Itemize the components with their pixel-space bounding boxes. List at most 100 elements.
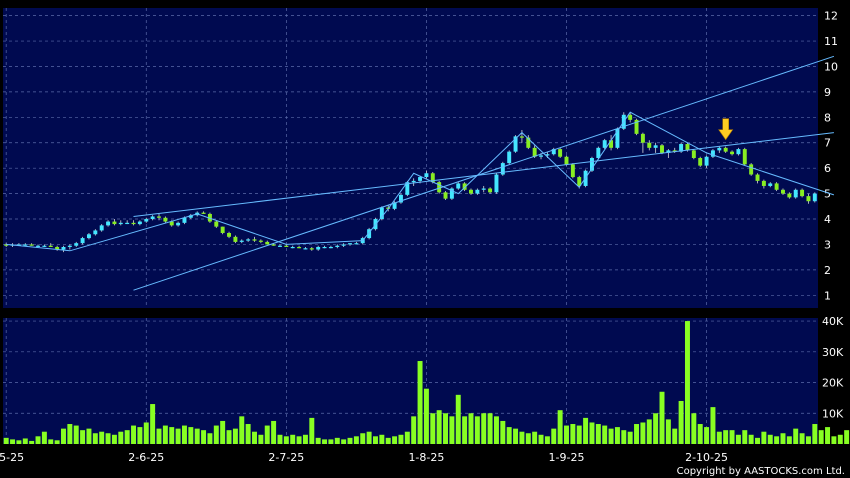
candle-body [488,188,493,193]
volume-bar [258,434,264,444]
candle-body [462,183,467,190]
volume-bar [455,394,461,444]
candle-body [150,216,155,220]
candle-body [666,150,671,153]
volume-bar [691,413,697,444]
volume-bar [252,431,257,444]
volume-bar [385,437,391,444]
trend-line [133,132,834,217]
candle-body [494,174,499,193]
volume-bar [589,422,595,444]
candle-body [182,217,187,223]
volume-bar [831,436,837,444]
volume-bar [525,433,531,444]
candle-body [577,177,582,186]
candle-body [589,158,594,171]
candle-body [316,246,321,250]
price-tick-label: 12 [824,10,838,23]
volume-bar [411,416,417,444]
candle-body [239,240,244,242]
volume-bar [449,416,455,444]
volume-bar [283,436,289,444]
trend-line [6,111,835,252]
candle-body [252,239,257,241]
price-tick-label: 10 [824,60,838,73]
volume-bar [48,439,54,444]
volume-bar [729,430,735,444]
candle-body [405,182,410,195]
volume-bar [423,388,429,444]
volume-bar [684,321,690,444]
candle-body [609,140,614,148]
candle-body [29,244,34,246]
candle-body [144,219,149,222]
candle-body [723,147,728,152]
price-tick-label: 3 [824,238,831,251]
candle-body [392,202,397,209]
price-tick-label: 5 [824,188,831,201]
candle-body [570,164,575,178]
volume-bar [493,416,499,444]
volume-bar [697,424,703,444]
volume-bar [131,425,137,444]
volume-tick-label: 20K [822,377,844,390]
volume-tick-label: 40K [822,315,844,328]
price-tick-label: 4 [824,213,831,226]
volume-bar [767,434,773,444]
candle-body [233,236,238,242]
candle-body [125,222,130,225]
candle-body [698,158,703,166]
trend-lines [6,55,835,291]
price-tick-label: 6 [824,162,831,175]
volume-bar [207,433,213,444]
candle-body [812,193,817,202]
candle-body [169,221,174,226]
volume-bar [519,431,525,444]
candle-body [214,221,219,227]
volume-bar [309,417,315,444]
volume-bar [506,427,512,444]
candle-body [564,156,569,165]
volume-panel: 10K 20K 30K 40K [3,315,850,444]
volume-bar [16,440,22,444]
candle-body [246,239,251,241]
candle-body [653,145,658,148]
candle-body [265,241,270,245]
x-tick-label: 2-7-25 [268,451,304,464]
volume-bar [334,437,340,444]
volume-bar [774,436,780,444]
candle-body [4,244,9,246]
candle-body [755,174,760,181]
volume-bar [755,437,760,444]
candle-body [545,154,550,156]
volume-bar [105,433,111,444]
x-axis-ticks: 2-5-25 2-6-25 2-7-25 1-8-25 1-9-25 2-10-25 [0,451,728,464]
x-tick-label: 2-5-25 [0,451,24,464]
volume-bar [805,436,811,444]
candle-body [551,149,556,155]
candle-body [469,189,473,194]
candle-body [424,173,429,178]
candle-body [526,137,531,148]
candle-body [685,144,690,151]
volume-bar [67,424,73,444]
candle-body [481,188,486,190]
candle-body [16,244,21,246]
volume-bar [487,413,493,444]
candle-body [23,244,28,246]
candle-body [736,149,741,155]
volume-bar [716,431,722,444]
volume-bar [239,416,245,444]
volume-bar [54,440,60,444]
volume-bar [29,440,35,444]
candle-body [519,136,524,138]
volume-bar [398,434,404,444]
candle-body [157,216,161,218]
candle-body [118,222,123,225]
candle-body [106,221,111,226]
volume-bar [124,430,130,444]
volume-bar [532,431,538,444]
volume-bar [417,361,423,444]
